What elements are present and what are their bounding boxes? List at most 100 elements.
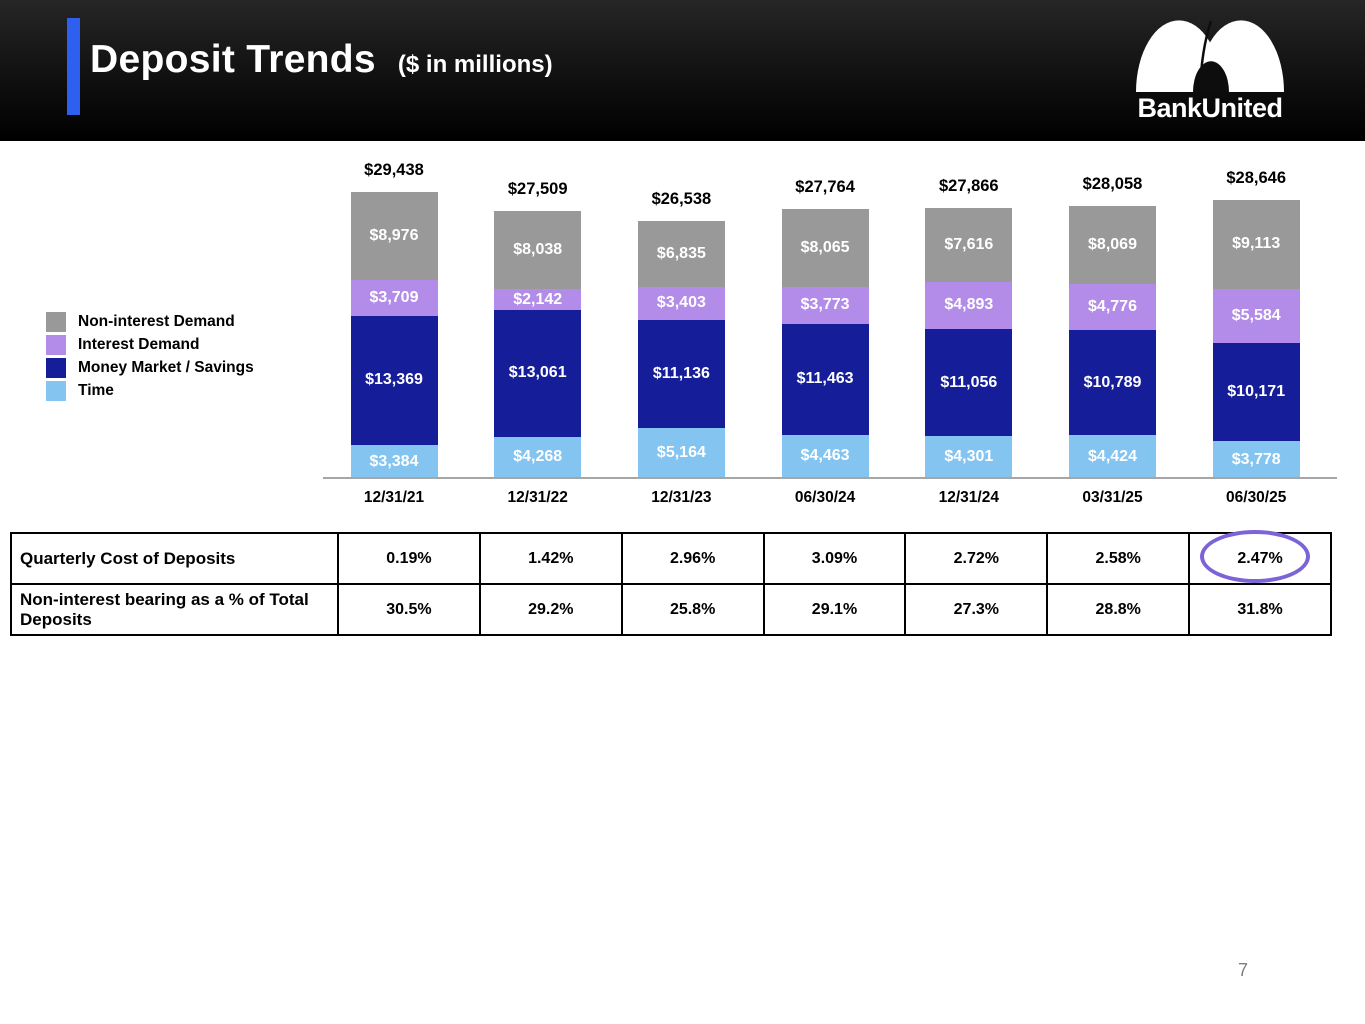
page-title: Deposit Trends — [90, 38, 376, 81]
bar-segment: $4,424 — [1069, 435, 1156, 478]
bar-value-label: $4,268 — [513, 448, 563, 466]
x-axis-label: 06/30/25 — [1226, 489, 1287, 506]
bar-segment: $10,789 — [1069, 330, 1156, 436]
table-cell: 2.47% — [1188, 534, 1330, 583]
legend-swatch-icon — [46, 380, 66, 401]
bar-value-label: $11,136 — [652, 364, 710, 382]
bar-segment: $4,776 — [1069, 284, 1156, 331]
table-cell: 2.58% — [1046, 534, 1188, 583]
bar-total-label: $28,646 — [1226, 169, 1287, 188]
bar-segment: $10,171 — [1212, 342, 1300, 442]
bar-value-label: $3,709 — [369, 288, 419, 306]
x-axis-label: 12/31/21 — [363, 489, 425, 506]
bar-value-label: $9,113 — [1232, 235, 1281, 253]
bar-segment: $8,038 — [494, 211, 582, 290]
bar-segment: $3,773 — [781, 286, 869, 324]
bar-value-label: $4,463 — [800, 447, 850, 465]
bar-total-label: $28,058 — [1082, 174, 1143, 193]
table-cell: 2.72% — [904, 534, 1046, 583]
bar-segment: $5,164 — [637, 427, 725, 478]
bar-segment: $3,403 — [637, 286, 725, 320]
table-row: Quarterly Cost of Deposits 0.19% 1.42% 2.96… — [12, 534, 1330, 583]
table-cell: 1.42% — [478, 534, 621, 583]
bar-value-label: $4,893 — [944, 296, 994, 314]
bar-12/31/21: $8,976 $3,709 $13,369 $3,384 $29,438 — [350, 141, 438, 478]
bar-value-label: $11,056 — [940, 373, 998, 391]
bar-value-label: $13,369 — [365, 371, 423, 389]
bar-segment: $11,056 — [925, 329, 1013, 437]
bar-value-label: $3,778 — [1231, 450, 1281, 468]
bar-value-label: $8,976 — [369, 227, 419, 245]
legend-swatch-icon — [46, 311, 66, 332]
legend-item: Interest Demand — [46, 333, 254, 356]
bar-segment: $4,268 — [494, 436, 582, 478]
bar-03/31/25: $8,069 $4,776 $10,789 $4,424 $28,058 — [1069, 141, 1156, 478]
table-cell: 0.19% — [337, 534, 479, 583]
bar-value-label: $11,463 — [796, 370, 854, 388]
x-axis-label: 06/30/24 — [794, 489, 856, 506]
bankunited-logo: BankUnited — [1132, 16, 1288, 124]
bankunited-arches-icon — [1132, 16, 1288, 92]
legend-swatch-icon — [46, 334, 66, 355]
bar-06/30/24: $8,065 $3,773 $11,463 $4,463 $27,764 — [781, 141, 869, 478]
table-row: Non-interest bearing as a % of Total Dep… — [12, 583, 1330, 634]
bar-12/31/24: $7,616 $4,893 $11,056 $4,301 $27,866 — [925, 141, 1013, 478]
legend-label: Interest Demand — [78, 335, 200, 353]
legend-item: Time — [46, 379, 254, 402]
table-cell: 29.2% — [478, 585, 621, 634]
legend-swatch-icon — [46, 357, 66, 378]
bar-value-label: $10,171 — [1227, 383, 1286, 401]
bar-segment: $4,301 — [925, 436, 1013, 478]
legend-label: Money Market / Savings — [78, 358, 254, 376]
bar-value-label: $5,164 — [656, 443, 706, 461]
bar-value-label: $8,065 — [800, 238, 850, 256]
table-cell: 31.8% — [1188, 585, 1330, 634]
accent-stripe — [67, 18, 80, 115]
metrics-table: Quarterly Cost of Deposits 0.19% 1.42% 2.96… — [10, 532, 1332, 636]
bar-total-label: $27,509 — [507, 180, 568, 199]
table-cell: 27.3% — [904, 585, 1046, 634]
legend-label: Time — [78, 381, 114, 399]
stacked-bar-chart: $8,976 $3,709 $13,369 $3,384 $29,438 $8,038 $2… — [0, 141, 1365, 478]
bar-segment: $8,069 — [1069, 205, 1156, 285]
bar-segment: $7,616 — [925, 207, 1013, 282]
bar-value-label: $6,835 — [656, 244, 706, 262]
page-number: 7 — [1238, 960, 1249, 980]
page-subtitle: ($ in millions) — [397, 51, 553, 78]
bar-value-label: $4,301 — [944, 448, 994, 466]
title-block: Deposit Trends ($ in millions) — [90, 38, 553, 82]
bar-segment: $3,778 — [1212, 441, 1300, 478]
bar-total-label: $29,438 — [364, 161, 424, 180]
bar-segment: $3,384 — [350, 445, 438, 478]
table-cell: 29.1% — [762, 585, 905, 634]
table-row-label: Non-interest bearing as a % of Total Dep… — [20, 590, 309, 629]
bar-segment: $4,893 — [925, 281, 1013, 330]
bar-value-label: $10,789 — [1083, 373, 1142, 391]
bar-value-label: $8,069 — [1088, 236, 1137, 253]
bar-segment: $8,065 — [781, 208, 869, 287]
table-cell: 28.8% — [1046, 585, 1188, 634]
brand-name: BankUnited — [1137, 93, 1283, 123]
x-axis-label: 12/31/24 — [938, 489, 999, 506]
bar-value-label: $2,142 — [513, 290, 563, 308]
bar-segment: $6,835 — [637, 220, 725, 287]
bar-segment: $11,463 — [781, 323, 869, 435]
legend-item: Money Market / Savings — [46, 356, 254, 379]
bar-segment: $13,061 — [494, 309, 582, 437]
bar-value-label: $8,038 — [513, 241, 563, 259]
table-row-label: Quarterly Cost of Deposits — [20, 548, 236, 568]
bar-segment: $8,976 — [350, 192, 438, 280]
x-axis-label: 03/31/25 — [1082, 489, 1143, 506]
x-axis-label: 12/31/23 — [651, 489, 712, 506]
bar-value-label: $3,773 — [800, 296, 850, 314]
bar-value-label: $4,776 — [1088, 298, 1137, 316]
bar-value-label: $4,424 — [1088, 447, 1137, 465]
bar-segment: $11,136 — [637, 319, 725, 428]
table-cell: 3.09% — [762, 534, 905, 583]
bar-segment: $3,709 — [350, 279, 438, 316]
bar-segment: $5,584 — [1212, 288, 1300, 343]
bar-12/31/23: $6,835 $3,403 $11,136 $5,164 $26,538 — [637, 141, 725, 478]
slide-header: Deposit Trends ($ in millions) BankUnite… — [0, 0, 1365, 141]
legend-label: Non-interest Demand — [78, 312, 235, 330]
bar-12/31/22: $8,038 $2,142 $13,061 $4,268 $27,509 — [494, 141, 582, 478]
